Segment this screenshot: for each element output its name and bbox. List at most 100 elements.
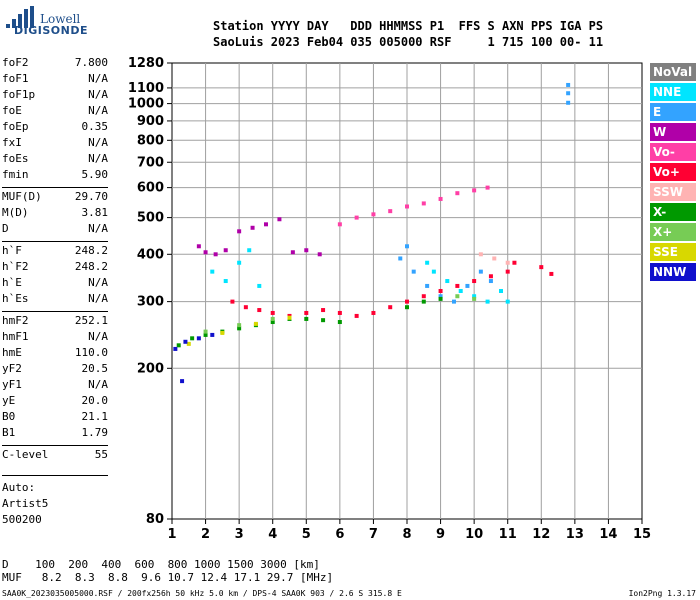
- x-tick-label: 5: [302, 527, 311, 542]
- data-point-e: [438, 294, 443, 299]
- param-value: 20.5: [81, 362, 109, 375]
- data-point-w: [277, 217, 282, 222]
- param-name: foEs: [2, 152, 29, 165]
- data-point-e: [488, 279, 493, 284]
- data-point-voplus: [243, 305, 248, 310]
- data-point-ssw: [492, 256, 497, 261]
- data-point-sse: [186, 341, 191, 346]
- data-point-xplus: [237, 323, 242, 328]
- data-point-e: [566, 100, 571, 105]
- data-point-vominus: [438, 196, 443, 201]
- data-point-nne: [257, 283, 262, 288]
- param-row: yE 20.0: [2, 394, 108, 410]
- data-point-voplus: [388, 305, 393, 310]
- data-point-w: [196, 244, 201, 249]
- param-name: B0: [2, 410, 16, 423]
- param-row: hmF1 N/A: [2, 330, 108, 346]
- x-tick-label: 15: [633, 527, 651, 542]
- param-value: 252.1: [74, 314, 108, 327]
- scaled-parameters-panel: foF2 7.800 foF1 N/A foF1p N/A foE N/A foEp 0.35 fx…: [0, 0, 110, 480]
- param-value: 55: [94, 448, 108, 461]
- param-name: yF1: [2, 378, 22, 391]
- x-tick-label: 8: [402, 527, 411, 542]
- x-tick-label: 7: [369, 527, 378, 542]
- data-point-voplus: [472, 279, 477, 284]
- param-row: B0 21.1: [2, 410, 108, 426]
- station-header-values: SaoLuis 2023 Feb04 035 005000 RSF 1 715 …: [213, 35, 604, 49]
- param-row: hmE 110.0: [2, 346, 108, 362]
- data-point-w: [290, 250, 295, 255]
- legend-item-vominus: Vo-: [650, 143, 696, 161]
- param-value: N/A: [88, 152, 108, 165]
- ionogram-chart: 1 2 3 4 5 6 7 8 9 10 11 12 13 14 158020030040050060070…: [128, 56, 651, 542]
- y-tick-label: 400: [137, 247, 164, 262]
- param-name: yE: [2, 394, 16, 407]
- param-value: 21.1: [81, 410, 109, 423]
- data-point-voplus: [549, 271, 554, 276]
- y-tick-label: 500: [137, 211, 164, 226]
- data-point-nne: [499, 289, 503, 293]
- param-value: 3.81: [81, 206, 109, 219]
- distance-row: D 100 200 400 600 800 1000 1500 3000 [km…: [2, 558, 320, 571]
- param-value: 7.800: [74, 56, 108, 69]
- data-point-voplus: [455, 283, 460, 288]
- legend-item-sse: SSE: [650, 243, 696, 261]
- logo-text-digisonde: DIGISONDE: [14, 24, 88, 37]
- data-point-w: [223, 248, 228, 253]
- data-point-xminus: [321, 318, 326, 323]
- auto-artist: Artist5: [2, 497, 49, 510]
- station-header-labels: Station YYYY DAY DDD HHMMSS P1 FFS S AXN…: [213, 19, 604, 33]
- y-tick-label: 200: [137, 361, 164, 376]
- data-point-vominus: [337, 222, 342, 227]
- param-value: 110.0: [74, 346, 108, 359]
- legend-item-xplus: X+: [650, 223, 696, 241]
- param-separator: [2, 311, 108, 312]
- data-point-xminus: [203, 332, 208, 337]
- data-point-voplus: [512, 260, 517, 265]
- param-name: D: [2, 222, 9, 235]
- data-point-e: [411, 269, 416, 274]
- data-point-nne: [237, 260, 242, 265]
- data-point-sse: [253, 321, 258, 326]
- param-row: h`F 248.2: [2, 244, 108, 260]
- data-point-voplus: [337, 310, 342, 315]
- data-point-xplus: [455, 294, 460, 299]
- data-point-voplus: [257, 308, 262, 313]
- data-point-nne: [431, 269, 436, 274]
- param-value: 20.0: [81, 394, 109, 407]
- data-point-e: [478, 269, 483, 274]
- data-point-xminus: [237, 326, 242, 331]
- param-name: C-level: [2, 448, 49, 461]
- param-row: foEp 0.35: [2, 120, 108, 136]
- data-point-nne: [223, 279, 228, 284]
- param-value: N/A: [88, 378, 108, 391]
- y-tick-label: 1280: [128, 56, 164, 71]
- param-name: foEp: [2, 120, 29, 133]
- data-point-xminus: [190, 336, 195, 341]
- param-separator: [2, 445, 108, 446]
- param-row: fmin 5.90: [2, 168, 108, 184]
- data-point-nne: [458, 289, 463, 293]
- legend-item-e: E: [650, 103, 696, 121]
- y-tick-label: 900: [137, 114, 164, 129]
- data-point-voplus: [270, 310, 275, 315]
- legend-item-nne: NNE: [650, 83, 696, 101]
- data-point-nne: [445, 279, 450, 284]
- data-point-voplus: [304, 310, 309, 315]
- param-value: N/A: [88, 72, 108, 85]
- data-point-nne: [247, 248, 252, 253]
- param-value: N/A: [88, 88, 108, 101]
- data-point-w: [203, 250, 208, 255]
- param-value: N/A: [88, 136, 108, 149]
- param-value: N/A: [88, 330, 108, 343]
- legend-item-voplus: Vo+: [650, 163, 696, 181]
- param-value: N/A: [88, 276, 108, 289]
- digisonde-logo: [6, 6, 34, 28]
- data-point-nnw: [210, 332, 215, 337]
- muf-row: MUF 8.2 8.3 8.8 9.6 10.7 12.4 17.1 29.7 …: [2, 571, 334, 584]
- param-row: hmF2 252.1: [2, 314, 108, 330]
- data-point-vominus: [388, 209, 393, 214]
- y-tick-label: 800: [137, 133, 164, 148]
- data-point-vominus: [354, 215, 359, 220]
- data-point-nne: [425, 260, 430, 265]
